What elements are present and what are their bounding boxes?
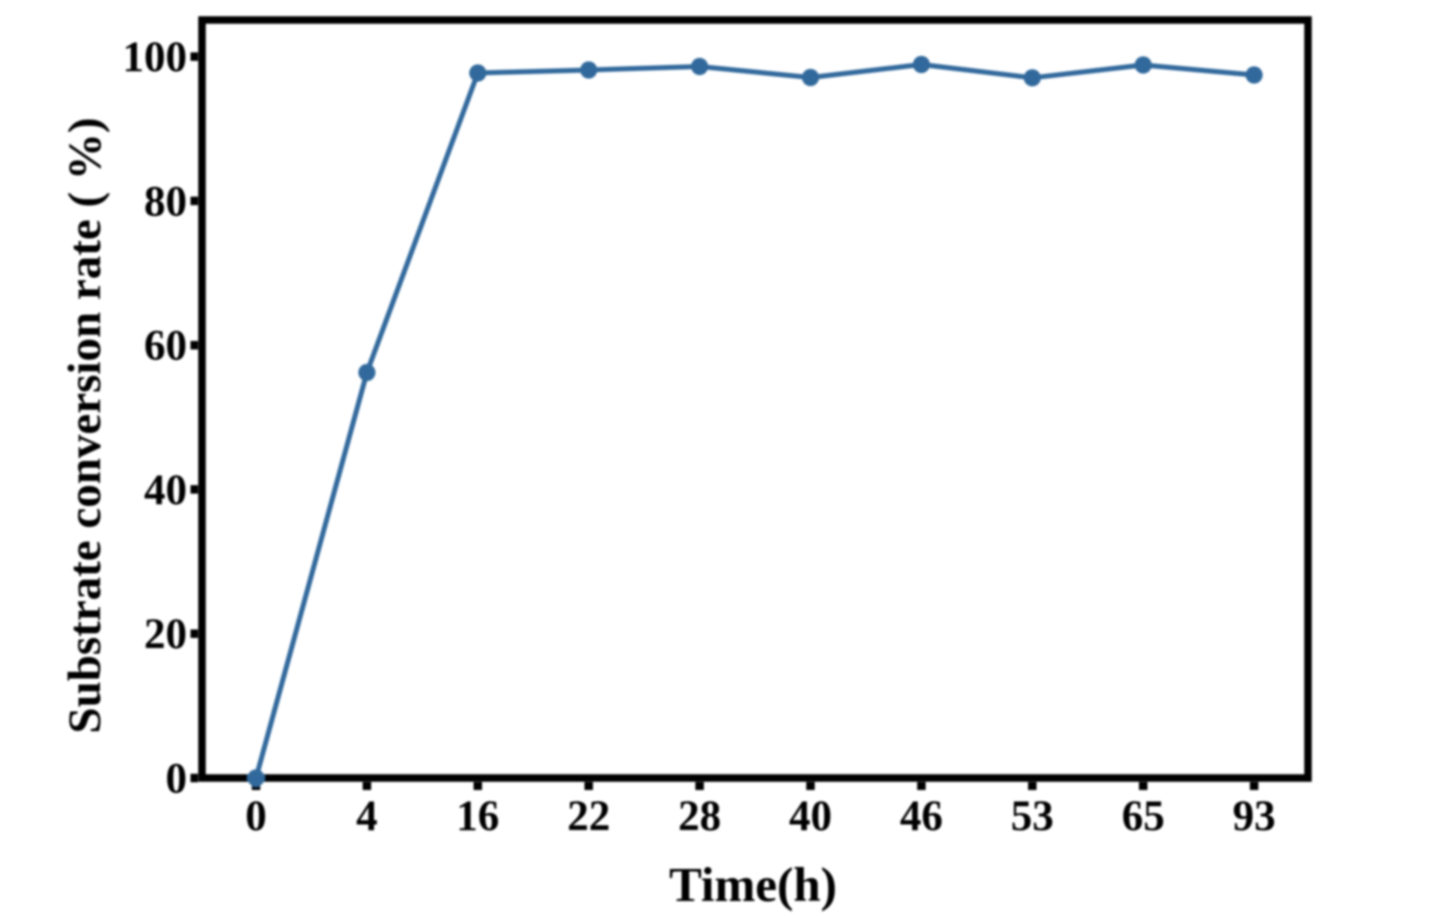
svg-text:40: 40 — [144, 467, 187, 514]
svg-text:93: 93 — [1233, 793, 1276, 840]
svg-text:22: 22 — [567, 793, 610, 840]
svg-text:53: 53 — [1011, 793, 1054, 840]
svg-text:16: 16 — [456, 793, 499, 840]
svg-text:4: 4 — [356, 793, 378, 840]
svg-text:100: 100 — [123, 34, 188, 81]
svg-text:60: 60 — [144, 323, 187, 370]
svg-text:46: 46 — [900, 793, 943, 840]
svg-text:0: 0 — [166, 756, 188, 803]
svg-text:65: 65 — [1122, 793, 1165, 840]
svg-text:Time(h): Time(h) — [669, 857, 837, 912]
svg-text:20: 20 — [144, 611, 187, 658]
svg-text:28: 28 — [678, 793, 721, 840]
svg-text:80: 80 — [144, 178, 187, 225]
svg-text:Substrate conversion rate ( %): Substrate conversion rate ( %) — [59, 117, 111, 733]
svg-text:40: 40 — [789, 793, 832, 840]
svg-text:0: 0 — [245, 793, 267, 840]
